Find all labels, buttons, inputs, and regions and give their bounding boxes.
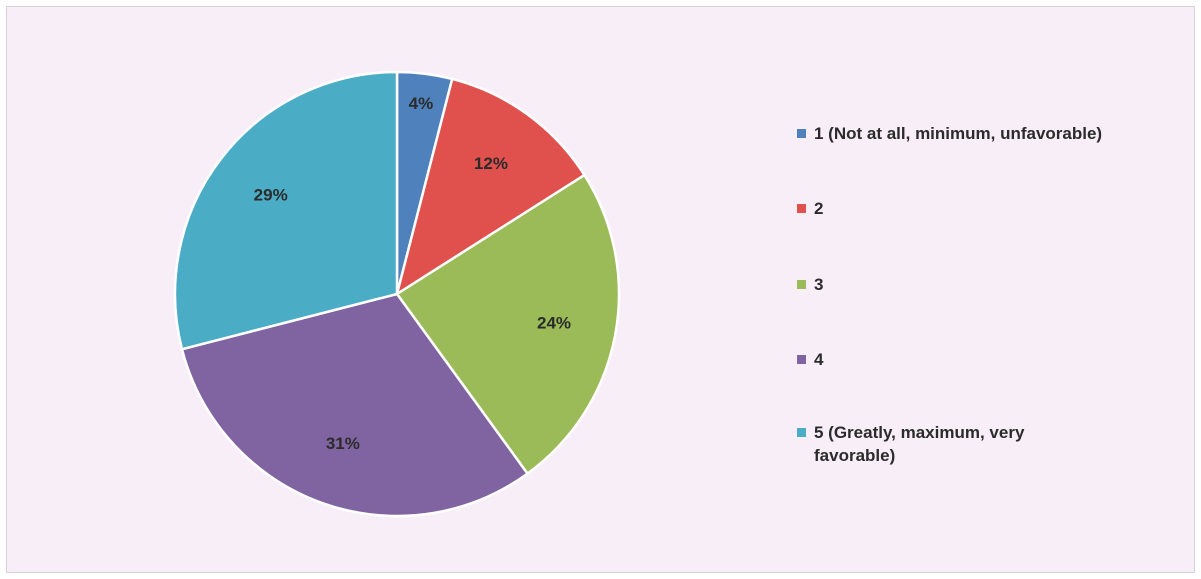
pie-chart: 4% 12% 24% 31% 29%	[173, 70, 621, 518]
pie-slice-2	[395, 77, 587, 297]
legend-swatch-5	[797, 428, 806, 437]
legend-swatch-1	[797, 129, 806, 138]
legend-label-4: 4	[814, 350, 824, 369]
legend-label-3: 3	[814, 275, 824, 294]
legend-swatch-2	[797, 204, 806, 213]
slice-label-3: 24%	[537, 313, 571, 332]
legend-label-5: 5 (Greatly, maximum, very favorable)	[814, 423, 1025, 465]
chart-area: 4% 12% 24% 31% 29% 1 (Not at all, minimum, u…	[6, 6, 1195, 573]
legend-label-1: 1 (Not at all, minimum, unfavorable)	[814, 124, 1103, 143]
slice-label-5: 29%	[254, 186, 288, 205]
legend-item-1: 1 (Not at all, minimum, unfavorable)	[797, 122, 1104, 145]
legend-item-3: 3	[797, 273, 1104, 296]
legend-item-4: 4	[797, 348, 1104, 371]
pie-slice-5	[173, 70, 399, 351]
pie-slice-4	[180, 292, 530, 518]
legend-swatch-4	[797, 355, 806, 364]
legend-swatch-3	[797, 280, 806, 289]
legend-label-2: 2	[814, 199, 824, 218]
slice-label-2: 12%	[474, 154, 508, 173]
legend-item-5: 5 (Greatly, maximum, very favorable)	[797, 421, 1104, 467]
pie-slice-3	[395, 173, 621, 476]
slice-label-1: 4%	[409, 94, 434, 113]
slice-label-4: 31%	[326, 434, 360, 453]
legend-item-2: 2	[797, 197, 1104, 220]
